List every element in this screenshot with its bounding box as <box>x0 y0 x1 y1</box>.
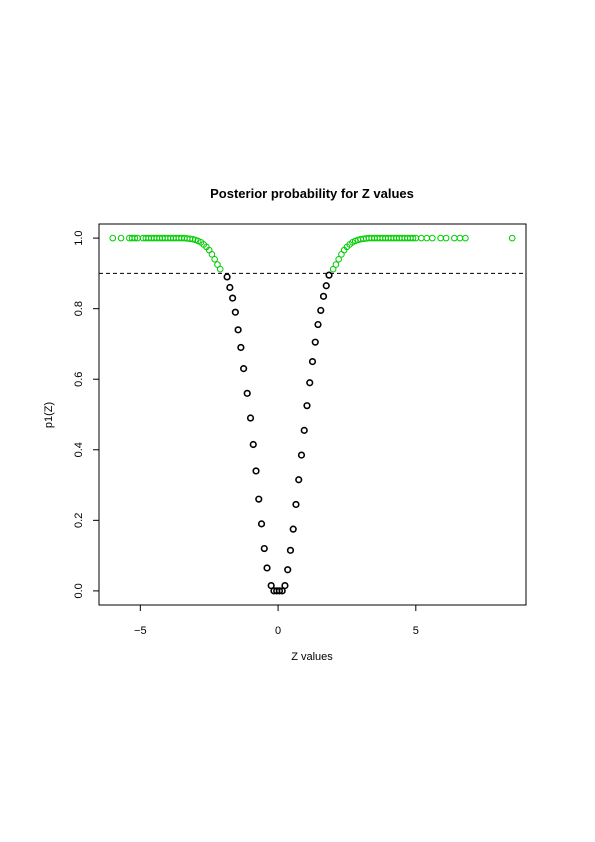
data-point-below-threshold <box>317 306 325 315</box>
data-point-above-threshold <box>117 234 125 242</box>
chart-title: Posterior probability for Z values <box>210 186 414 201</box>
data-point-below-threshold <box>229 294 237 302</box>
data-point-below-threshold <box>263 564 271 572</box>
data-point-below-threshold <box>289 525 297 533</box>
data-point-above-threshold <box>208 251 216 258</box>
x-axis-label: Z values <box>291 651 333 663</box>
data-point-below-threshold <box>308 357 317 366</box>
data-point-below-threshold <box>311 338 319 346</box>
data-point-above-threshold <box>462 234 469 242</box>
data-point-below-threshold <box>226 283 234 292</box>
data-point-below-threshold <box>325 271 333 279</box>
data-point-below-threshold <box>249 440 257 449</box>
data-point-above-threshold <box>109 234 117 242</box>
data-point-below-threshold <box>267 581 275 590</box>
y-tick-label: 0.8 <box>73 301 85 316</box>
data-point-above-threshold <box>423 234 431 242</box>
data-point-above-threshold <box>216 265 224 273</box>
data-point-below-threshold <box>278 587 286 595</box>
data-point-above-threshold <box>508 234 516 242</box>
data-point-below-threshold <box>252 467 260 475</box>
data-point-below-threshold <box>237 343 245 352</box>
data-point-below-threshold <box>306 379 314 387</box>
data-point-below-threshold <box>314 320 322 329</box>
y-axis-label: p1(Z) <box>43 402 55 428</box>
data-point-below-threshold <box>257 520 266 528</box>
data-point-below-threshold <box>284 566 292 574</box>
data-point-above-threshold <box>418 234 425 242</box>
data-point-below-threshold <box>243 389 251 397</box>
data-point-below-threshold <box>275 587 284 595</box>
data-point-below-threshold <box>234 326 242 334</box>
data-point-above-threshold <box>429 234 436 242</box>
data-point-below-threshold <box>300 426 308 434</box>
data-point-below-threshold <box>223 273 231 281</box>
y-tick-label: 0.2 <box>73 513 85 528</box>
x-tick-label: 0 <box>275 625 281 637</box>
data-point-below-threshold <box>295 476 303 484</box>
data-point-below-threshold <box>319 292 328 300</box>
data-point-above-threshold <box>131 234 139 242</box>
y-tick-label: 1.0 <box>73 230 85 245</box>
y-tick-label: 0.4 <box>73 442 85 457</box>
data-point-below-threshold <box>303 402 311 410</box>
y-tick-label: 0.0 <box>73 583 85 598</box>
y-axis: 0.0 0.2 0.4 0.6 0.8 1.0 <box>73 230 100 599</box>
x-tick-label: −5 <box>134 625 147 637</box>
data-points <box>109 234 516 595</box>
data-point-below-threshold <box>322 282 330 290</box>
data-point-below-threshold <box>240 365 248 373</box>
data-point-above-threshold <box>451 234 458 242</box>
data-point-above-threshold <box>442 234 450 242</box>
x-axis: −5 0 5 <box>134 604 419 637</box>
data-point-above-threshold <box>437 234 444 242</box>
plot-frame <box>98 223 527 606</box>
data-point-below-threshold <box>292 500 300 509</box>
x-tick-label: 5 <box>413 625 419 637</box>
data-point-below-threshold <box>297 451 306 459</box>
data-point-above-threshold <box>332 261 340 268</box>
data-point-above-threshold <box>409 234 417 242</box>
data-point-above-threshold <box>335 255 342 263</box>
y-tick-label: 0.6 <box>73 372 85 387</box>
data-point-below-threshold <box>286 546 295 554</box>
data-point-below-threshold <box>231 308 239 316</box>
data-point-below-threshold <box>246 414 255 422</box>
data-point-below-threshold <box>281 581 289 590</box>
data-point-above-threshold <box>211 255 219 263</box>
data-point-below-threshold <box>260 544 268 553</box>
data-point-above-threshold <box>456 234 464 242</box>
data-point-below-threshold <box>255 495 263 503</box>
